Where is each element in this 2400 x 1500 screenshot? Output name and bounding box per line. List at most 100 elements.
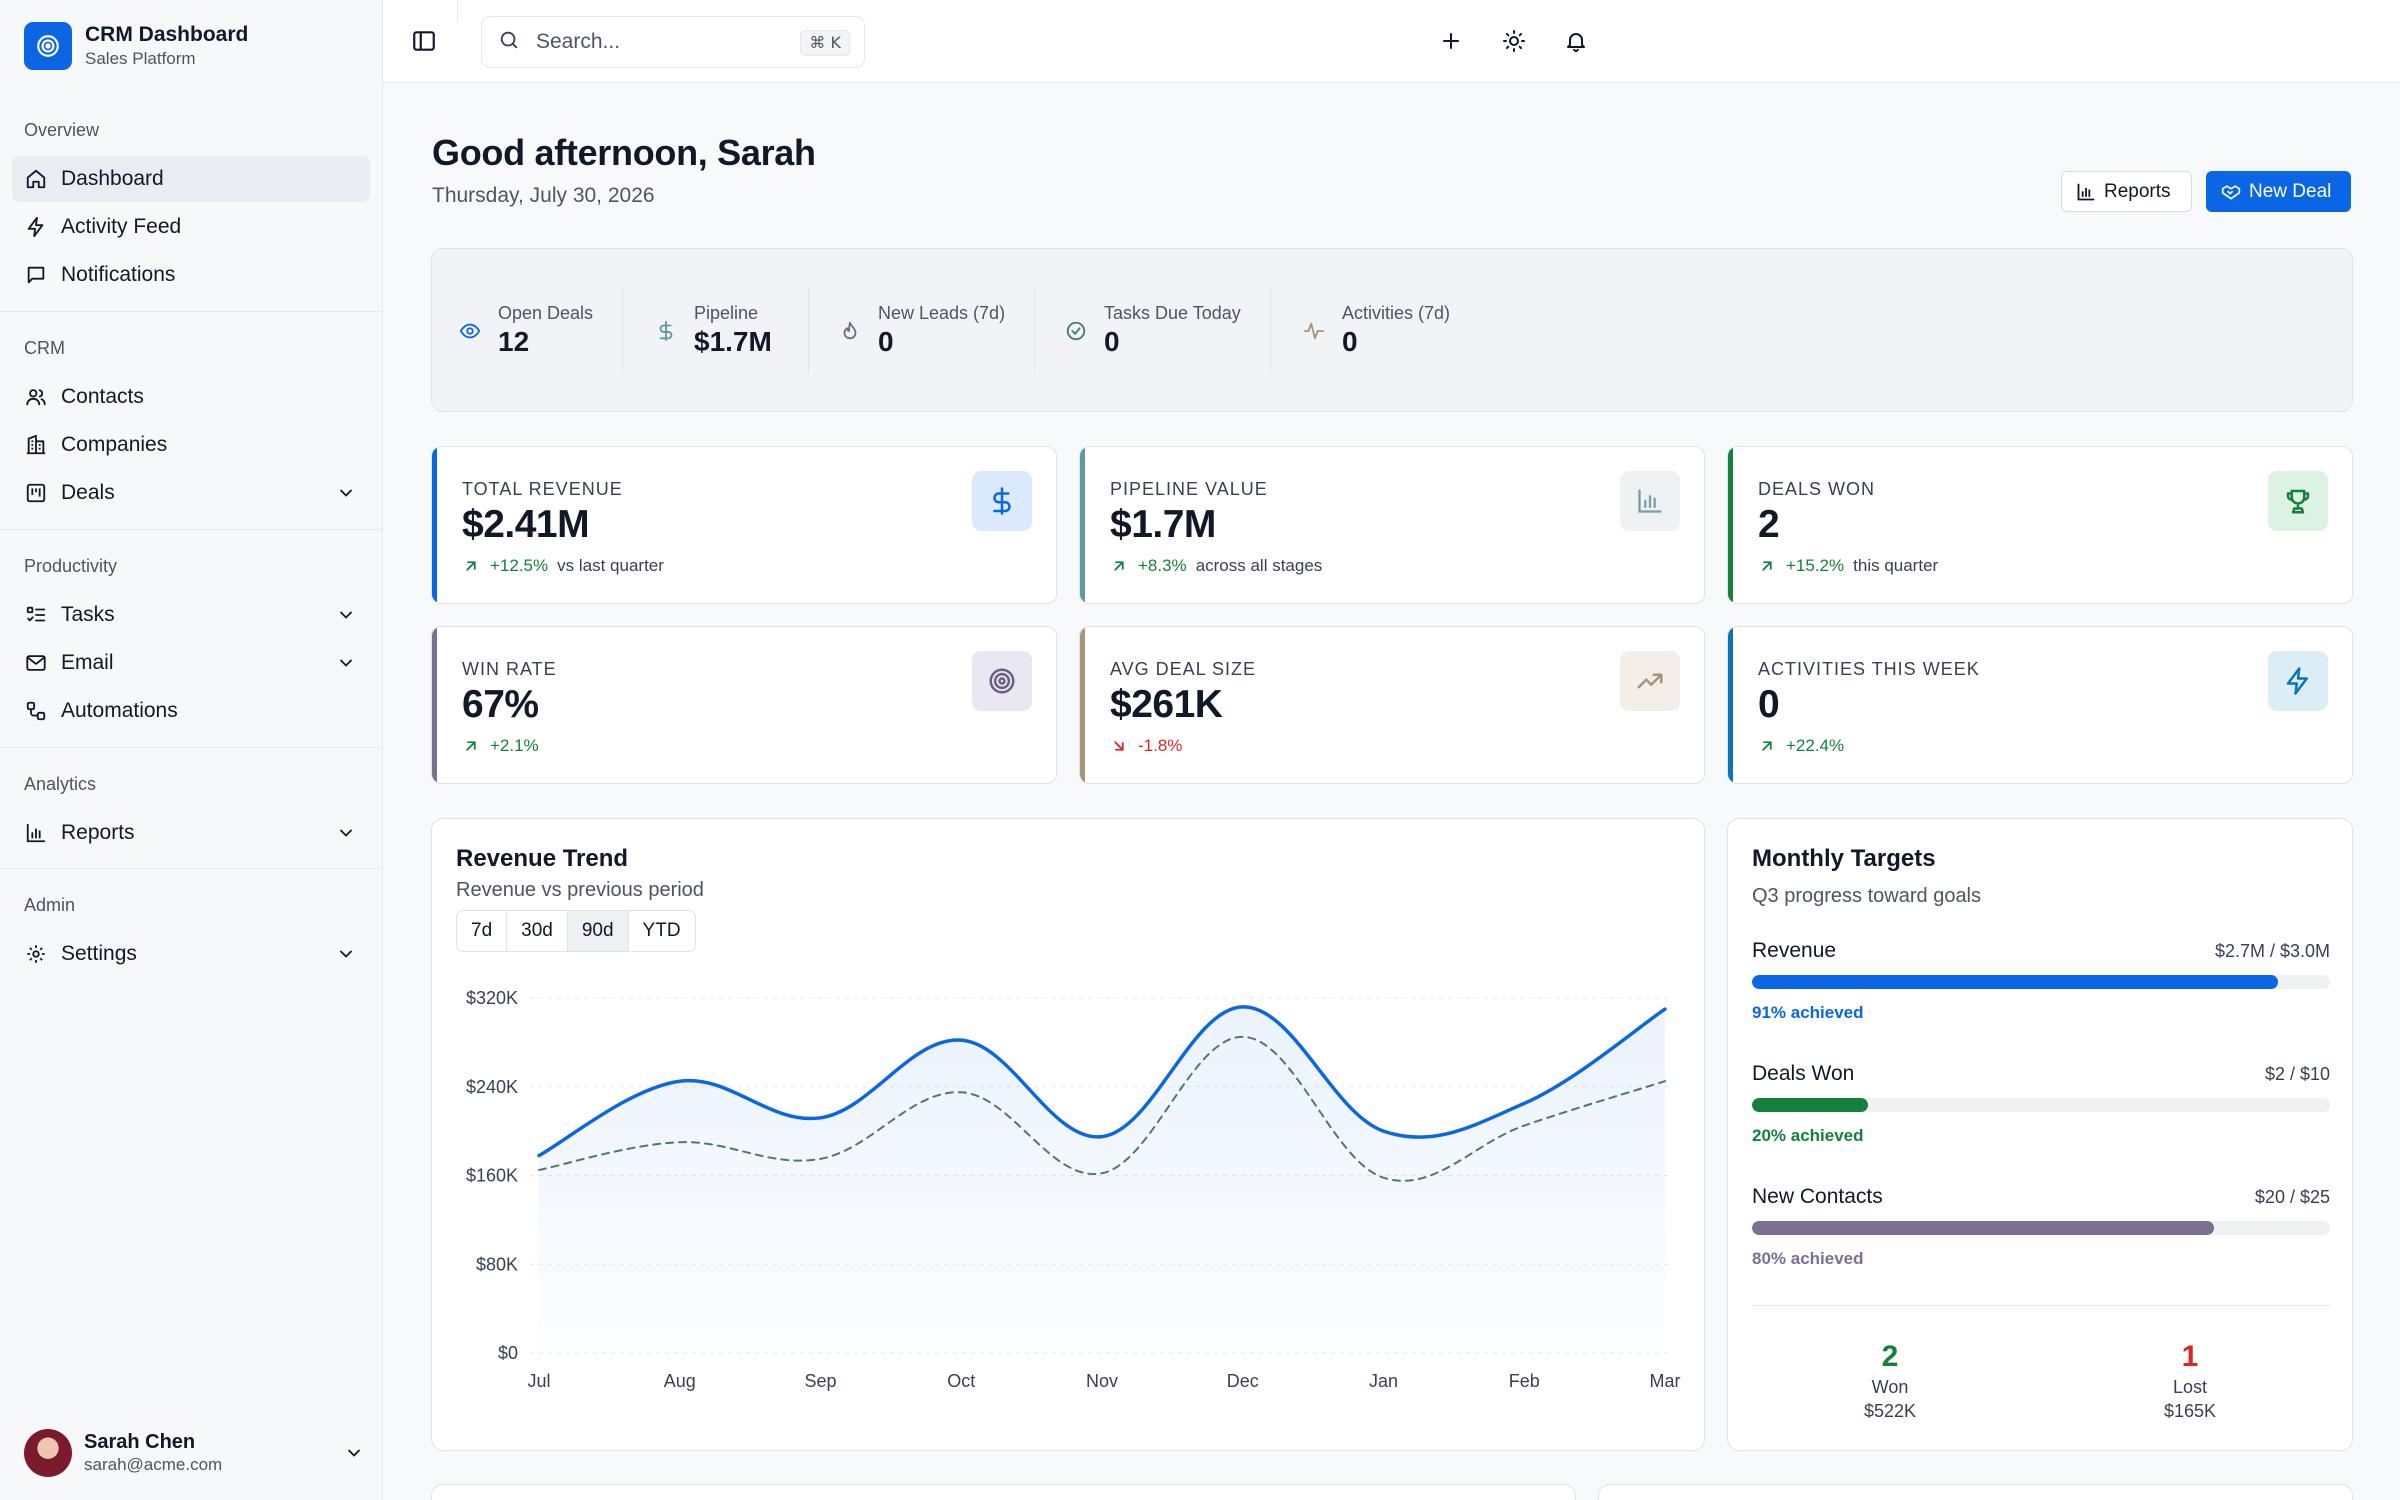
quick-stat-value: 0 — [1104, 326, 1120, 357]
sidebar-item-activity-feed[interactable]: Activity Feed — [12, 204, 370, 250]
search-icon — [498, 29, 520, 56]
kpi-value: 67% — [462, 683, 539, 726]
kpi-accent-bar — [1080, 447, 1085, 603]
list-todo-icon — [24, 603, 48, 627]
target-achieved: 80% achieved — [1752, 1249, 1864, 1268]
sidebar-item-dashboard[interactable]: Dashboard — [12, 156, 370, 202]
group-label-crm: CRM — [24, 338, 65, 358]
kpi-card-activities-this-week: ACTIVITIES THIS WEEK 0 +22.4% — [1727, 626, 2353, 784]
x-tick-label: Sep — [804, 1371, 836, 1391]
chevron-down-icon[interactable] — [336, 944, 356, 964]
kpi-delta-context: this quarter — [1853, 556, 1939, 575]
sidebar-divider — [0, 529, 383, 530]
sidebar-item-label: Settings — [61, 942, 137, 965]
kpi-card-deals-won: DEALS WON 2 +15.2% this quarter — [1727, 446, 2353, 604]
y-tick-label: $80K — [476, 1254, 518, 1274]
new-deal-button[interactable]: New Deal — [2206, 171, 2351, 212]
series-line-previous — [538, 1035, 1666, 1182]
building-icon — [24, 433, 48, 457]
kanban-icon — [24, 481, 48, 505]
kpi-delta-context: vs last quarter — [557, 556, 664, 575]
series-line-current — [537, 1005, 1667, 1158]
kpi-value: $1.7M — [1110, 503, 1216, 546]
progress-track — [1752, 1098, 2330, 1112]
quick-stat-label: New Leads (7d) — [878, 303, 1006, 323]
sidebar-toggle-icon[interactable] — [411, 28, 439, 56]
kpi-accent-bar — [432, 447, 437, 603]
target-achieved: 20% achieved — [1752, 1126, 1864, 1145]
kpi-delta-row: +2.1% — [462, 736, 539, 756]
sidebar-item-automations[interactable]: Automations — [12, 688, 370, 734]
sidebar-item-notifications[interactable]: Notifications — [12, 252, 370, 298]
target-value: $2 / $10 — [2264, 1064, 2330, 1084]
sidebar-item-label: Reports — [61, 821, 135, 844]
deals-won-summary: 2 Won $522K — [1810, 1339, 1970, 1423]
range-ytd[interactable]: YTD — [642, 920, 681, 941]
x-tick-label: Nov — [1086, 1371, 1118, 1391]
kpi-label: WIN RATE — [462, 659, 557, 679]
kpi-delta: +22.4% — [1786, 736, 1845, 755]
activity-icon — [1300, 317, 1328, 345]
zap-icon — [2268, 651, 2328, 711]
y-tick-label: $240K — [466, 1077, 518, 1097]
chevron-down-icon[interactable] — [336, 653, 356, 673]
kpi-value: 2 — [1758, 503, 1780, 546]
quick-stat-value: 12 — [498, 326, 530, 357]
reports-button[interactable]: Reports — [2061, 171, 2192, 212]
sidebar-item-contacts[interactable]: Contacts — [12, 374, 370, 420]
chevron-down-icon[interactable] — [336, 605, 356, 625]
sidebar-item-email[interactable]: Email — [12, 640, 370, 686]
sidebar-item-companies[interactable]: Companies — [12, 422, 370, 468]
won-label: Won — [1871, 1377, 1909, 1397]
kpi-accent-bar — [1728, 447, 1733, 603]
kpi-delta-row: -1.8% — [1110, 736, 1182, 756]
kpi-label: TOTAL REVENUE — [462, 479, 623, 499]
search-input[interactable]: Search... ⌘ K — [481, 16, 865, 68]
brand-logo-icon — [24, 22, 72, 70]
revenue-trend-title: Revenue Trend — [456, 845, 629, 872]
plus-icon[interactable] — [1436, 26, 1466, 56]
kpi-delta-context: across all stages — [1195, 556, 1323, 575]
sidebar-divider — [0, 747, 383, 748]
y-tick-label: $160K — [466, 1166, 518, 1186]
brand-subtitle: Sales Platform — [85, 49, 196, 68]
bottom-card — [1598, 1484, 2353, 1500]
quick-stat-open-deals: Open Deals 12 — [456, 289, 593, 373]
chevron-down-icon[interactable] — [336, 823, 356, 843]
y-tick-label: $320K — [466, 988, 518, 1008]
kpi-card-avg-deal-size: AVG DEAL SIZE $261K -1.8% — [1079, 626, 1705, 784]
sidebar-item-reports[interactable]: Reports — [12, 810, 370, 856]
kpi-accent-bar — [1728, 627, 1733, 783]
dollar-icon — [972, 471, 1032, 531]
brand[interactable]: CRM Dashboard Sales Platform — [24, 22, 248, 70]
quick-stat-divider — [808, 289, 809, 373]
progress-fill — [1752, 975, 2278, 989]
kpi-accent-bar — [432, 627, 437, 783]
x-tick-label: Oct — [947, 1371, 975, 1391]
eye-icon — [456, 317, 484, 345]
arrow-down-right-icon — [1110, 737, 1138, 755]
quick-stat-label: Pipeline — [694, 303, 759, 323]
quick-stat-tasks-due: Tasks Due Today 0 — [1062, 289, 1241, 373]
chevron-down-icon[interactable] — [344, 1443, 364, 1468]
target-name: New Contacts — [1752, 1185, 1883, 1208]
range-7d[interactable]: 7d — [457, 911, 508, 951]
sidebar-item-deals[interactable]: Deals — [12, 470, 370, 516]
progress-track — [1752, 975, 2330, 989]
bell-icon[interactable] — [1561, 26, 1591, 56]
quick-stat-pipeline: Pipeline $1.7M — [652, 289, 772, 373]
kpi-delta-row: +22.4% — [1758, 736, 1844, 756]
sidebar-item-settings[interactable]: Settings — [12, 931, 370, 977]
target-name: Revenue — [1752, 939, 1837, 962]
quick-stat-label: Activities (7d) — [1342, 303, 1451, 323]
revenue-trend-card: Revenue Trend Revenue vs previous period… — [431, 818, 1705, 1451]
sidebar-divider — [0, 868, 383, 869]
sun-icon[interactable] — [1499, 26, 1529, 56]
kpi-delta: +8.3% — [1138, 556, 1187, 575]
sidebar-item-tasks[interactable]: Tasks — [12, 592, 370, 638]
user-menu[interactable]: Sarah Chen sarah@acme.com — [24, 1426, 364, 1480]
range-30d[interactable]: 30d — [507, 911, 568, 951]
chevron-down-icon[interactable] — [336, 483, 356, 503]
range-90d[interactable]: 90d — [567, 911, 629, 951]
quick-stat-label: Tasks Due Today — [1104, 303, 1241, 323]
